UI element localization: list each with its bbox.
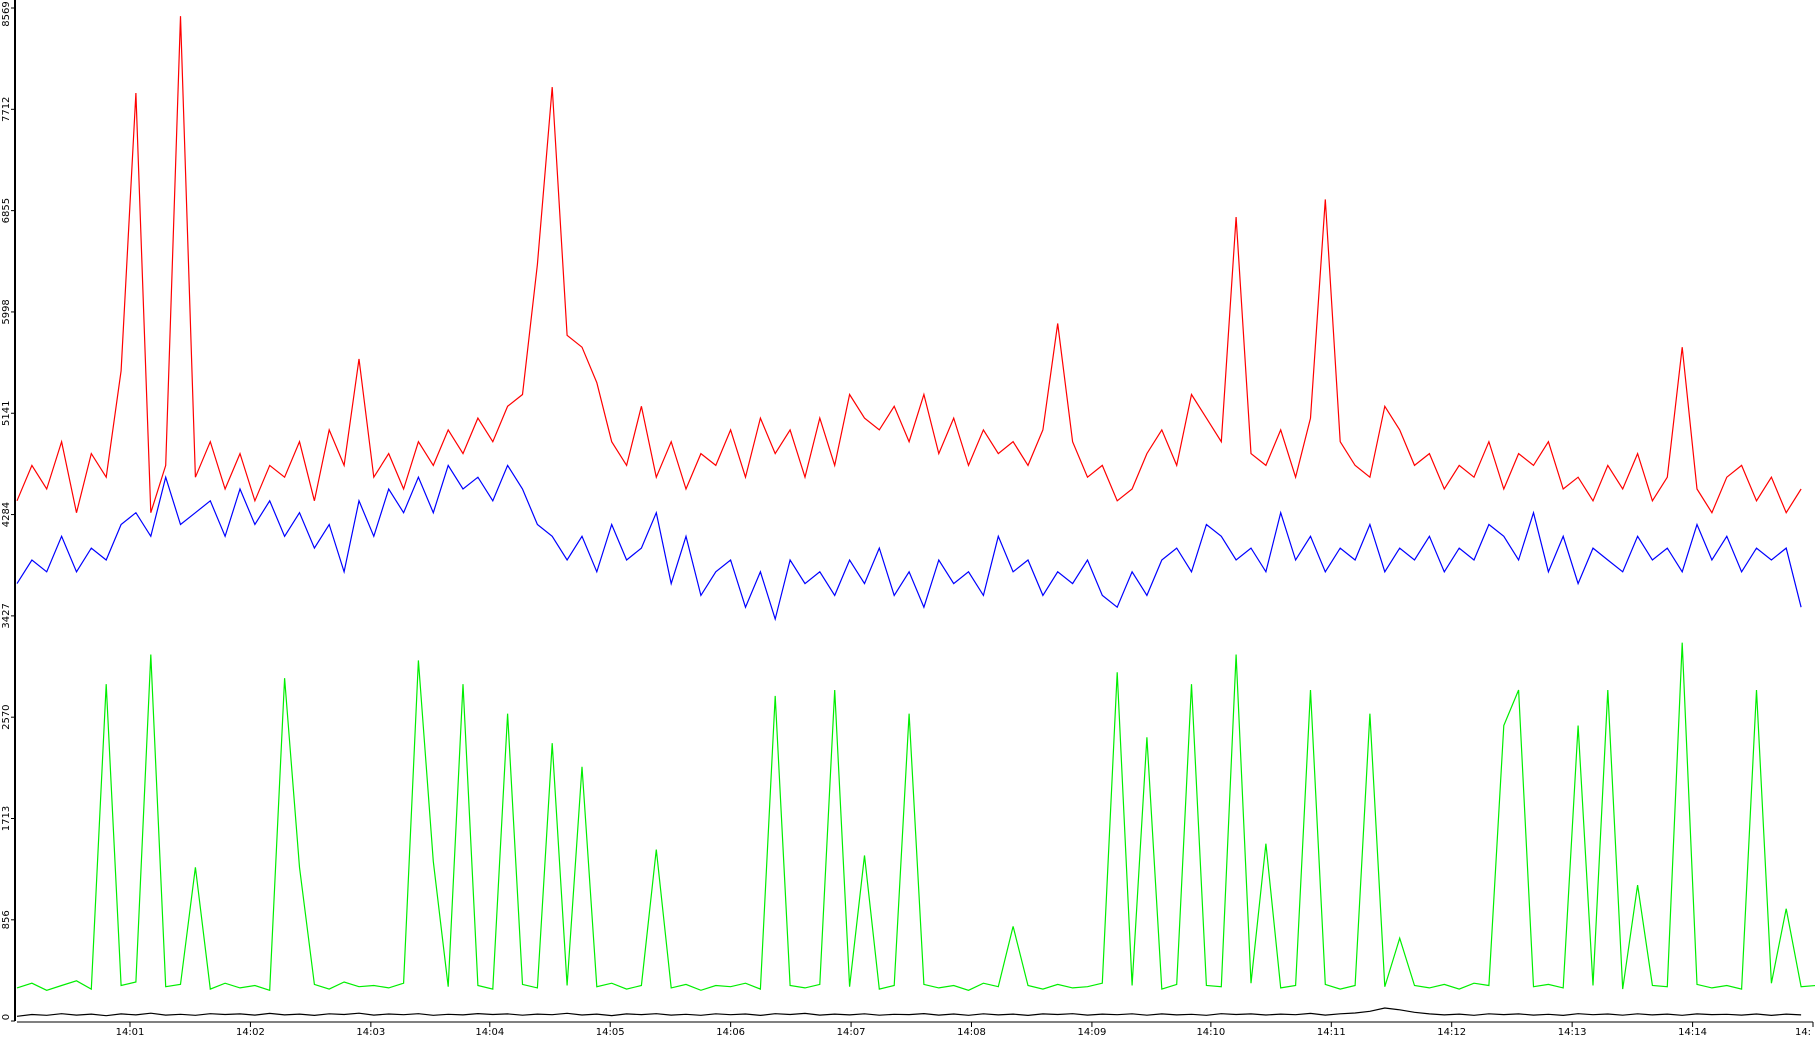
x-tick-label: 14:09 [1078, 1027, 1107, 1038]
x-tick-label: 14:14 [1678, 1027, 1707, 1038]
x-tick-label: 14:06 [716, 1027, 745, 1038]
x-tick-label: 14:10 [1196, 1027, 1225, 1038]
x-tick-label: 14: [1795, 1027, 1811, 1038]
series-line [16, 463, 1802, 622]
x-tick-label: 14:04 [475, 1027, 504, 1038]
series-line [16, 642, 1815, 992]
y-tick-label: 4284 [1, 502, 12, 527]
y-tick-label: 5998 [1, 299, 12, 324]
x-tick-label: 14:13 [1558, 1027, 1587, 1038]
y-tick-label: 1713 [1, 806, 12, 831]
x-tick-label: 14:03 [356, 1027, 385, 1038]
x-tick-label: 14:08 [957, 1027, 986, 1038]
y-tick-label: 3427 [1, 603, 12, 628]
x-tick-label: 14:02 [236, 1027, 265, 1038]
y-tick-label: 5141 [1, 401, 12, 426]
y-tick-label: 2570 [1, 704, 12, 729]
x-tick-label: 14:01 [116, 1027, 145, 1038]
x-tick-label: 14:07 [837, 1027, 866, 1038]
series-line [16, 16, 1802, 514]
x-tick-label: 14:05 [596, 1027, 625, 1038]
y-tick-label: 0 [1, 1014, 12, 1020]
y-tick-label: 856 [1, 910, 12, 929]
x-tick-label: 14:12 [1437, 1027, 1466, 1038]
y-tick-label: 8569 [1, 1, 12, 26]
series-line [16, 1007, 1802, 1017]
y-tick-label: 6855 [1, 198, 12, 223]
y-tick-label: 7712 [1, 97, 12, 122]
x-tick-label: 14:11 [1317, 1027, 1346, 1038]
